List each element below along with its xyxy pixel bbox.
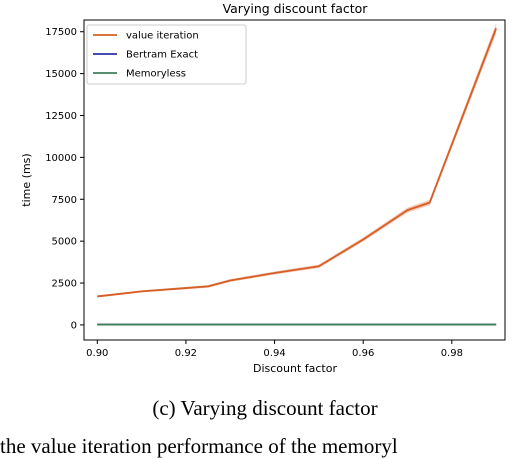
x-tick-label: 0.92	[175, 348, 197, 359]
body-text-line: the value iteration performance of the m…	[0, 434, 398, 458]
x-tick-label: 0.90	[86, 348, 108, 359]
y-tick-label: 5000	[52, 237, 77, 248]
y-tick-label: 7500	[52, 195, 77, 206]
x-axis-ticks: 0.90 0.92 0.94 0.96 0.98	[86, 340, 463, 359]
legend-label-value-iteration: value iteration	[126, 31, 199, 42]
y-tick-label: 0	[71, 320, 77, 331]
chart: Varying discount factor 0.90 0.92 0.94 0.96…	[20, 1, 506, 375]
figure-caption: (c) Varying discount factor	[152, 396, 378, 420]
value-iteration-line	[97, 28, 497, 298]
y-tick-label: 2500	[52, 279, 77, 290]
chart-title: Varying discount factor	[223, 1, 369, 16]
series-layer	[97, 23, 497, 326]
y-tick-label: 15000	[45, 69, 77, 80]
y-tick-label: 17500	[45, 27, 77, 38]
x-tick-label: 0.98	[441, 348, 463, 359]
x-tick-label: 0.96	[352, 348, 374, 359]
x-tick-label: 0.94	[263, 348, 285, 359]
legend-box	[86, 24, 247, 85]
y-axis-label: time (ms)	[20, 153, 33, 206]
y-tick-label: 12500	[45, 111, 77, 122]
legend-label-memoryless: Memoryless	[126, 69, 186, 80]
legend-label-bertram-exact: Bertram Exact	[126, 50, 198, 61]
y-axis-ticks: 0 2500 5000 7500 10000 12500 15000 17500	[45, 27, 84, 331]
y-tick-label: 10000	[45, 153, 77, 164]
x-axis-label: Discount factor	[253, 362, 337, 375]
legend: value iteration Bertram Exact Memoryless	[86, 24, 247, 85]
